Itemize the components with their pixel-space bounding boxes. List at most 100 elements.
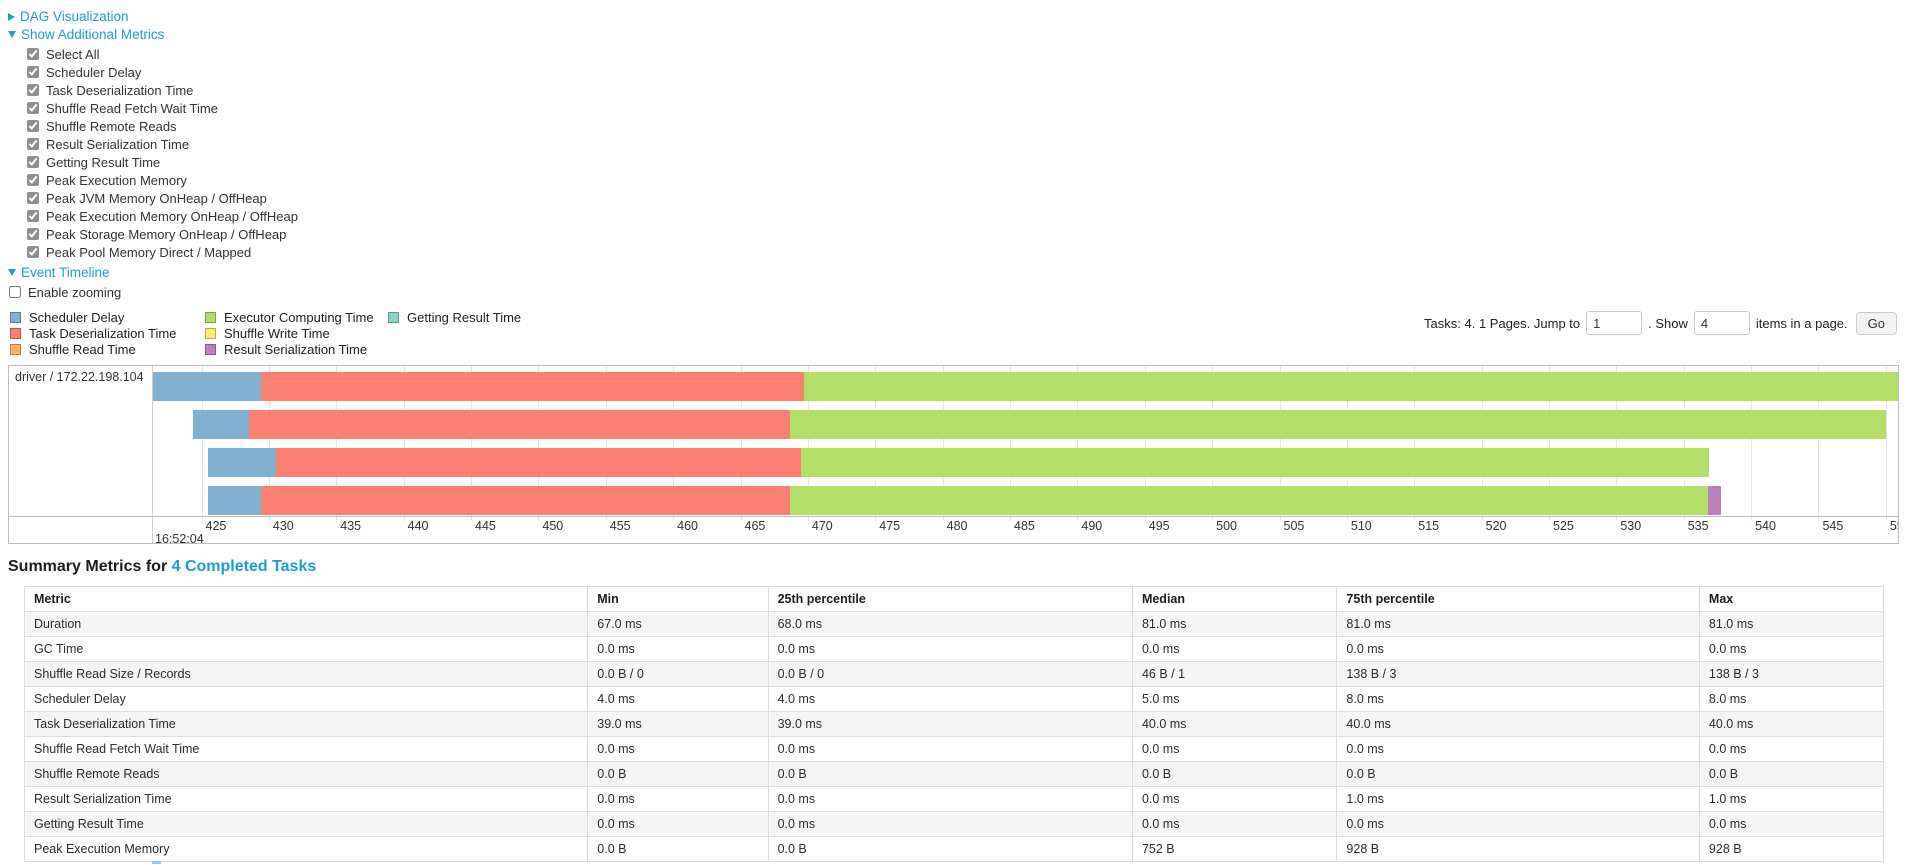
metric-checkbox-label: Getting Result Time — [46, 154, 161, 170]
axis-gridline — [1683, 366, 1685, 521]
metric-value-cell: 928 B — [1698, 836, 1885, 862]
axis-gridline — [875, 366, 877, 521]
table-row: Shuffle Read Size / Records 0.0 B / 0 0.0 … — [23, 661, 1885, 687]
legend-item-shuffle_write: Shuffle Write Time — [205, 325, 374, 341]
task-segment-executor_computing[interactable] — [790, 486, 1708, 515]
legend-column: Executor Computing Time Shuffle Write Tim… — [205, 309, 374, 357]
task-bar[interactable] — [153, 448, 1898, 477]
legend-label: Executor Computing Time — [224, 309, 374, 325]
axis-tick-label: 495 — [1148, 519, 1170, 533]
metric-checkbox[interactable] — [27, 84, 39, 96]
items-per-page-input[interactable] — [1693, 311, 1750, 335]
axis-tick-label: 480 — [946, 519, 968, 533]
task-bar[interactable] — [153, 372, 1898, 401]
task-segment-task_deserialization[interactable] — [275, 448, 802, 477]
metric-checkbox[interactable] — [27, 66, 39, 78]
legend-swatch-icon — [205, 343, 216, 355]
axis-gridline — [807, 366, 809, 521]
axis-tick-label: 490 — [1081, 519, 1103, 533]
axis-gridline — [1751, 366, 1753, 521]
metric-checkbox-label: Peak Execution Memory OnHeap / OffHeap — [46, 208, 298, 224]
dag-visualization-toggle[interactable]: DAG Visualization — [8, 9, 1899, 24]
axis-gridline — [1144, 366, 1146, 521]
metric-value-cell: 0.0 B — [767, 761, 1133, 787]
legend-swatch-icon — [10, 343, 21, 355]
task-segment-scheduler_delay[interactable] — [153, 372, 261, 401]
legend-item-getting_result: Getting Result Time — [388, 309, 521, 325]
metric-checkbox[interactable] — [27, 48, 39, 60]
legend-label: Scheduler Delay — [29, 309, 125, 325]
table-header-cell: 75th percentile — [1336, 586, 1700, 612]
axis-gridline — [1414, 366, 1416, 521]
metric-value-cell: 0.0 ms — [1336, 636, 1700, 662]
table-row: Shuffle Read Fetch Wait Time 0.0 ms 0.0 ms… — [23, 736, 1885, 762]
metric-value-cell: 752 B — [1131, 836, 1338, 862]
metric-name-cell: Shuffle Read Fetch Wait Time — [23, 736, 589, 762]
metric-checkbox[interactable] — [27, 246, 39, 258]
task-segment-task_deserialization[interactable] — [260, 372, 804, 401]
metric-value-cell: 0.0 B — [1131, 761, 1338, 787]
task-bar[interactable] — [153, 410, 1898, 439]
metric-value-cell: 0.0 B — [1336, 761, 1700, 787]
metric-checkbox[interactable] — [27, 120, 39, 132]
timeline-header: Scheduler Delay Task Deserialization Time… — [8, 309, 1899, 363]
table-row: Peak Execution Memory 0.0 B 0.0 B 752 B 928 … — [23, 836, 1885, 862]
task-segment-task_deserialization[interactable] — [248, 410, 791, 439]
task-segment-scheduler_delay[interactable] — [193, 410, 249, 439]
axis-gridline — [1818, 366, 1820, 521]
completed-tasks-link: 4 Completed Tasks — [171, 558, 317, 575]
pagination-show-text: . Show — [1648, 315, 1688, 331]
metric-checkbox[interactable] — [27, 210, 39, 222]
axis-gridline — [1549, 366, 1550, 521]
axis-tick-label: 535 — [1687, 519, 1709, 533]
legend-item-executor_computing: Executor Computing Time — [205, 309, 374, 325]
axis-time-label: 16:52:04 — [155, 532, 204, 543]
task-segment-task_deserialization[interactable] — [260, 486, 791, 515]
show-additional-metrics-toggle[interactable]: Show Additional Metrics — [8, 27, 1899, 42]
legend-swatch-icon — [10, 327, 21, 339]
task-segment-executor_computing[interactable] — [801, 448, 1710, 477]
metric-value-cell: 0.0 B — [767, 836, 1133, 862]
axis-tick-label: 430 — [272, 519, 294, 533]
enable-zooming-checkbox[interactable] — [9, 286, 21, 298]
task-segment-scheduler_delay[interactable] — [208, 448, 276, 477]
axis-tick-label: 435 — [340, 519, 362, 533]
metric-checkbox[interactable] — [27, 228, 39, 240]
metric-checkbox-label: Shuffle Read Fetch Wait Time — [46, 100, 218, 116]
table-row: Task Deserialization Time 39.0 ms 39.0 ms 4… — [23, 711, 1885, 737]
table-row: Duration 67.0 ms 68.0 ms 81.0 ms 81.0 ms 81.0… — [23, 611, 1885, 637]
metric-checkbox-row: Peak Pool Memory Direct / Mapped — [27, 243, 1899, 261]
task-segment-executor_computing[interactable] — [790, 410, 1886, 439]
axis-gridline — [1010, 366, 1011, 521]
metric-value-cell: 0.0 ms — [767, 636, 1133, 662]
metric-value-cell: 1.0 ms — [1336, 786, 1700, 812]
task-segment-executor_computing[interactable] — [803, 372, 1898, 401]
metric-value-cell: 0.0 ms — [1698, 811, 1885, 837]
metric-value-cell: 0.0 ms — [767, 811, 1133, 837]
jump-to-page-input[interactable] — [1586, 311, 1643, 335]
timeline-canvas: 16:52:04 425 430 435 440 445 450 455 460 465 470 4… — [153, 366, 1898, 543]
metric-checkbox[interactable] — [27, 192, 39, 204]
metric-value-cell: 81.0 ms — [1698, 611, 1885, 637]
metric-checkbox[interactable] — [27, 102, 39, 114]
legend-label: Shuffle Write Time — [224, 325, 330, 341]
task-segment-scheduler_delay[interactable] — [208, 486, 261, 515]
legend-item-task_deserialization: Task Deserialization Time — [10, 325, 176, 341]
task-segment-result_serialization[interactable] — [1708, 486, 1722, 515]
go-button[interactable]: Go — [1855, 311, 1897, 335]
executor-group-label: driver / 172.22.198.104 — [15, 370, 144, 384]
metric-value-cell: 8.0 ms — [1336, 686, 1700, 712]
metric-value-cell: 0.0 ms — [1698, 636, 1885, 662]
axis-tick-label: 540 — [1755, 519, 1776, 533]
axis-tick-label: 510 — [1350, 519, 1372, 533]
table-row: GC Time 0.0 ms 0.0 ms 0.0 ms 0.0 ms 0.0 ms — [23, 636, 1885, 662]
metric-checkbox[interactable] — [27, 138, 39, 150]
metric-value-cell: 67.0 ms — [587, 611, 769, 637]
task-bar[interactable] — [153, 486, 1898, 515]
summary-metrics-table: Metric Min 25th percentile Median 75th perce… — [23, 586, 1885, 862]
legend-column: Scheduler Delay Task Deserialization Time… — [10, 309, 176, 357]
metric-checkbox-row: Peak Execution Memory — [27, 171, 1899, 189]
event-timeline-toggle[interactable]: Event Timeline — [8, 265, 1899, 280]
metric-checkbox[interactable] — [27, 174, 39, 186]
metric-checkbox[interactable] — [27, 156, 39, 168]
